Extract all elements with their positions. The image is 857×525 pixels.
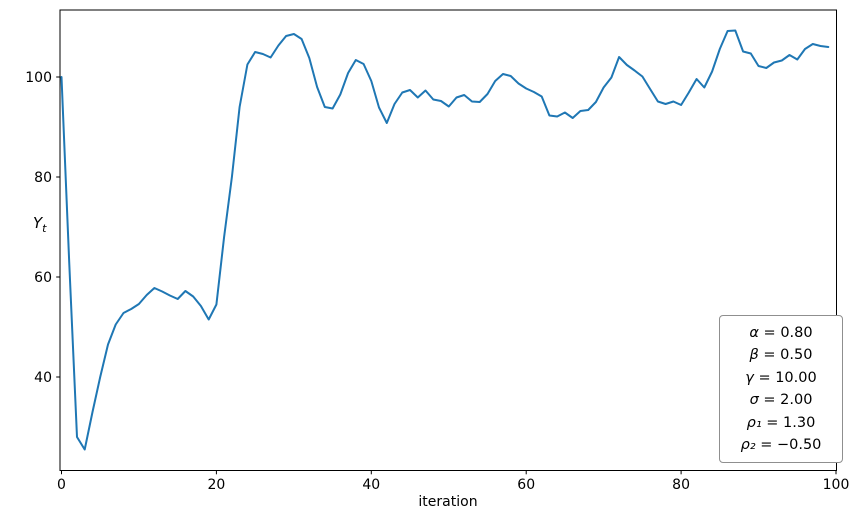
parameter-value: = 1.30 [761, 414, 816, 431]
parameter-value: = 0.50 [758, 347, 813, 363]
parameter-line: γ = 10.00 [745, 367, 816, 390]
series-line [60, 29, 830, 451]
parameter-value: = 2.00 [758, 392, 813, 408]
parameter-symbol: ρ₂ [740, 437, 756, 453]
y-tick-label: 100 [25, 70, 52, 86]
parameter-symbol: γ [745, 369, 754, 386]
x-tick-label: 20 [207, 477, 225, 493]
parameter-value: = 0.80 [758, 324, 813, 341]
x-tick-label: 0 [57, 477, 66, 493]
y-tick-label: 40 [34, 370, 52, 386]
parameter-line: ρ₂ = −0.50 [741, 434, 822, 457]
x-tick-label: 80 [672, 477, 690, 493]
y-axis-label-subscript: t [42, 222, 47, 235]
parameter-value: = 10.00 [753, 369, 817, 386]
parameter-symbol: β [749, 347, 759, 363]
parameter-value: = −0.50 [755, 437, 822, 453]
parameter-symbol: σ [749, 392, 759, 408]
parameter-line: β = 0.50 [750, 344, 813, 367]
parameter-box: α = 0.80 β = 0.50 γ = 10.00 σ = 2.00 ρ₁ = 1.… [719, 315, 843, 463]
y-axis-label-base: Y [33, 214, 43, 232]
parameter-line: σ = 2.00 [750, 389, 813, 412]
x-axis-ticks: 0 20 40 60 80 100 [57, 470, 850, 493]
y-tick-label: 60 [34, 270, 52, 286]
parameter-line: ρ₁ = 1.30 [747, 412, 816, 435]
x-tick-label: 40 [362, 477, 380, 493]
x-tick-label: 60 [517, 477, 535, 493]
parameter-symbol: α [749, 324, 759, 341]
axes-frame [59, 9, 837, 471]
y-axis-ticks: 40 60 80 100 [25, 70, 60, 386]
y-tick-label: 80 [34, 170, 52, 186]
y-axis-label: Yt [33, 214, 47, 235]
parameter-line: α = 0.80 [749, 322, 812, 345]
x-axis-label: iteration [418, 494, 478, 510]
x-tick-label: 100 [823, 477, 850, 493]
parameter-symbol: ρ₁ [746, 414, 762, 431]
